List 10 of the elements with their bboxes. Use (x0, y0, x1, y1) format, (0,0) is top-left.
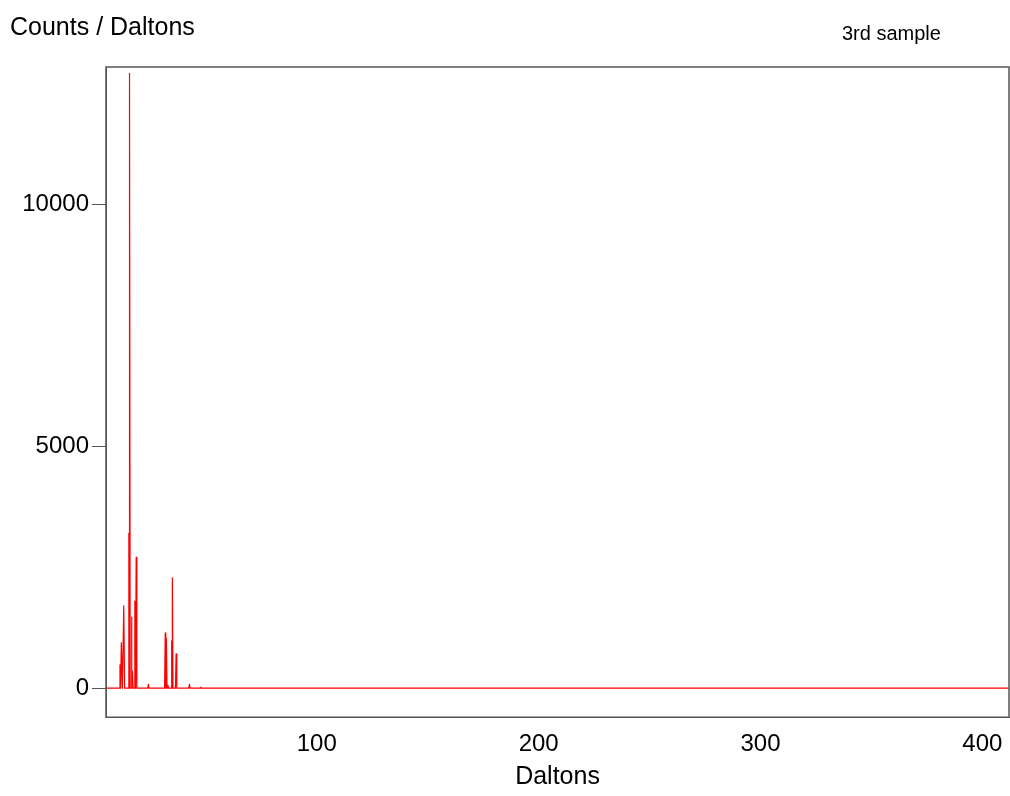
x-tick-label: 300 (740, 729, 781, 757)
y-tick-label: 10000 (22, 188, 89, 216)
x-tick-label: 200 (518, 729, 559, 757)
x-tick-label: 100 (296, 729, 337, 757)
x-axis-title: Daltons (515, 760, 600, 789)
y-tick-label: 0 (75, 672, 89, 700)
chart-title: 3rd sample (842, 22, 941, 45)
x-tick-label: 400 (962, 729, 1003, 757)
y-axis-title: Counts / Daltons (10, 12, 195, 41)
y-tick-label: 5000 (35, 430, 89, 458)
